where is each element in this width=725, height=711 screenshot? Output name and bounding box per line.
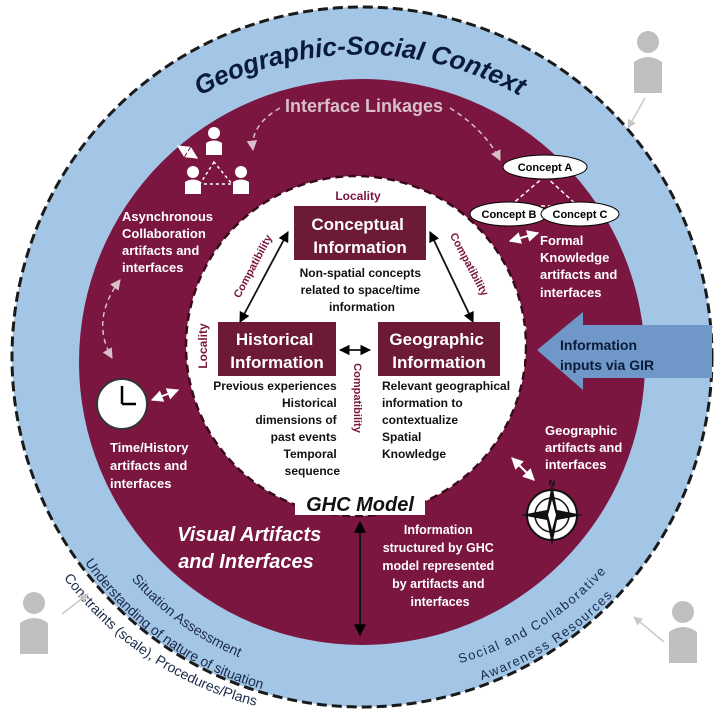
person-arrow-bottom-left xyxy=(61,593,89,615)
visual-artifacts-label: Visual Artifacts and Interfaces xyxy=(177,524,327,573)
linkage-arrow-left xyxy=(246,107,281,152)
person-icon-bottom-right xyxy=(669,601,697,663)
info-inputs-arrow xyxy=(537,312,712,390)
concept-c-label: Concept C xyxy=(553,209,608,221)
collaboration-people-icon xyxy=(185,127,249,194)
locality-top: Locality xyxy=(335,189,381,203)
historical-box xyxy=(218,322,336,376)
linkage-arrow-side xyxy=(101,279,121,359)
formal-knowledge-label: Formal Knowledge artifacts and interface… xyxy=(540,233,621,300)
compat-arrow-right xyxy=(429,231,474,323)
info-inputs-label: Information inputs via GIR xyxy=(560,337,654,373)
linkage-arrow-right xyxy=(449,107,501,161)
conceptual-title: Conceptual Information xyxy=(311,215,408,257)
locality-left: Locality xyxy=(196,323,210,369)
compat-label-middle: Compatibility xyxy=(351,363,363,434)
historical-title: Historical Information xyxy=(230,330,324,372)
ghc-model-bg xyxy=(295,491,425,515)
compat-arrow-left xyxy=(239,231,289,323)
geographic-desc: Relevant geographical information to con… xyxy=(382,379,513,461)
locality-right: Locality xyxy=(513,323,527,369)
geographic-box xyxy=(378,322,500,376)
svg-text:N: N xyxy=(549,478,556,488)
interface-linkages-label: Interface Linkages xyxy=(285,96,443,116)
compass-arrow xyxy=(511,457,535,481)
collab-arrow xyxy=(176,145,199,159)
clock-arrow xyxy=(150,388,180,402)
ghc-model-label: GHC Model xyxy=(306,494,414,516)
concept-c-node xyxy=(540,201,620,227)
person-icon-top-right xyxy=(634,31,662,93)
structured-label: Information structured by GHC model repr… xyxy=(382,523,497,609)
concept-graph: Concept A Concept B Concept C xyxy=(469,154,620,227)
async-collab-label: Asynchronous Collaboration artifacts and… xyxy=(122,209,217,275)
concept-b-label: Concept B xyxy=(482,209,537,221)
concept-a-node xyxy=(502,154,588,180)
geographic-title: Geographic Information xyxy=(389,330,488,372)
person-arrow-top-right xyxy=(627,97,646,129)
geo-artifacts-label: Geographic artifacts and interfaces xyxy=(545,423,626,472)
person-arrow-bottom-right xyxy=(633,616,665,643)
concept-a-label: Concept A xyxy=(518,162,573,174)
conceptual-box xyxy=(294,206,426,260)
conceptual-desc: Non-spatial concepts related to space/ti… xyxy=(300,266,425,314)
formal-arrow xyxy=(508,230,540,244)
time-history-label: Time/History artifacts and interfaces xyxy=(110,440,192,491)
clock-icon xyxy=(96,378,148,430)
person-icon-bottom-left xyxy=(20,592,48,654)
historical-desc: Previous experiences Historical dimensio… xyxy=(213,379,340,478)
compass-icon: N xyxy=(521,478,583,546)
